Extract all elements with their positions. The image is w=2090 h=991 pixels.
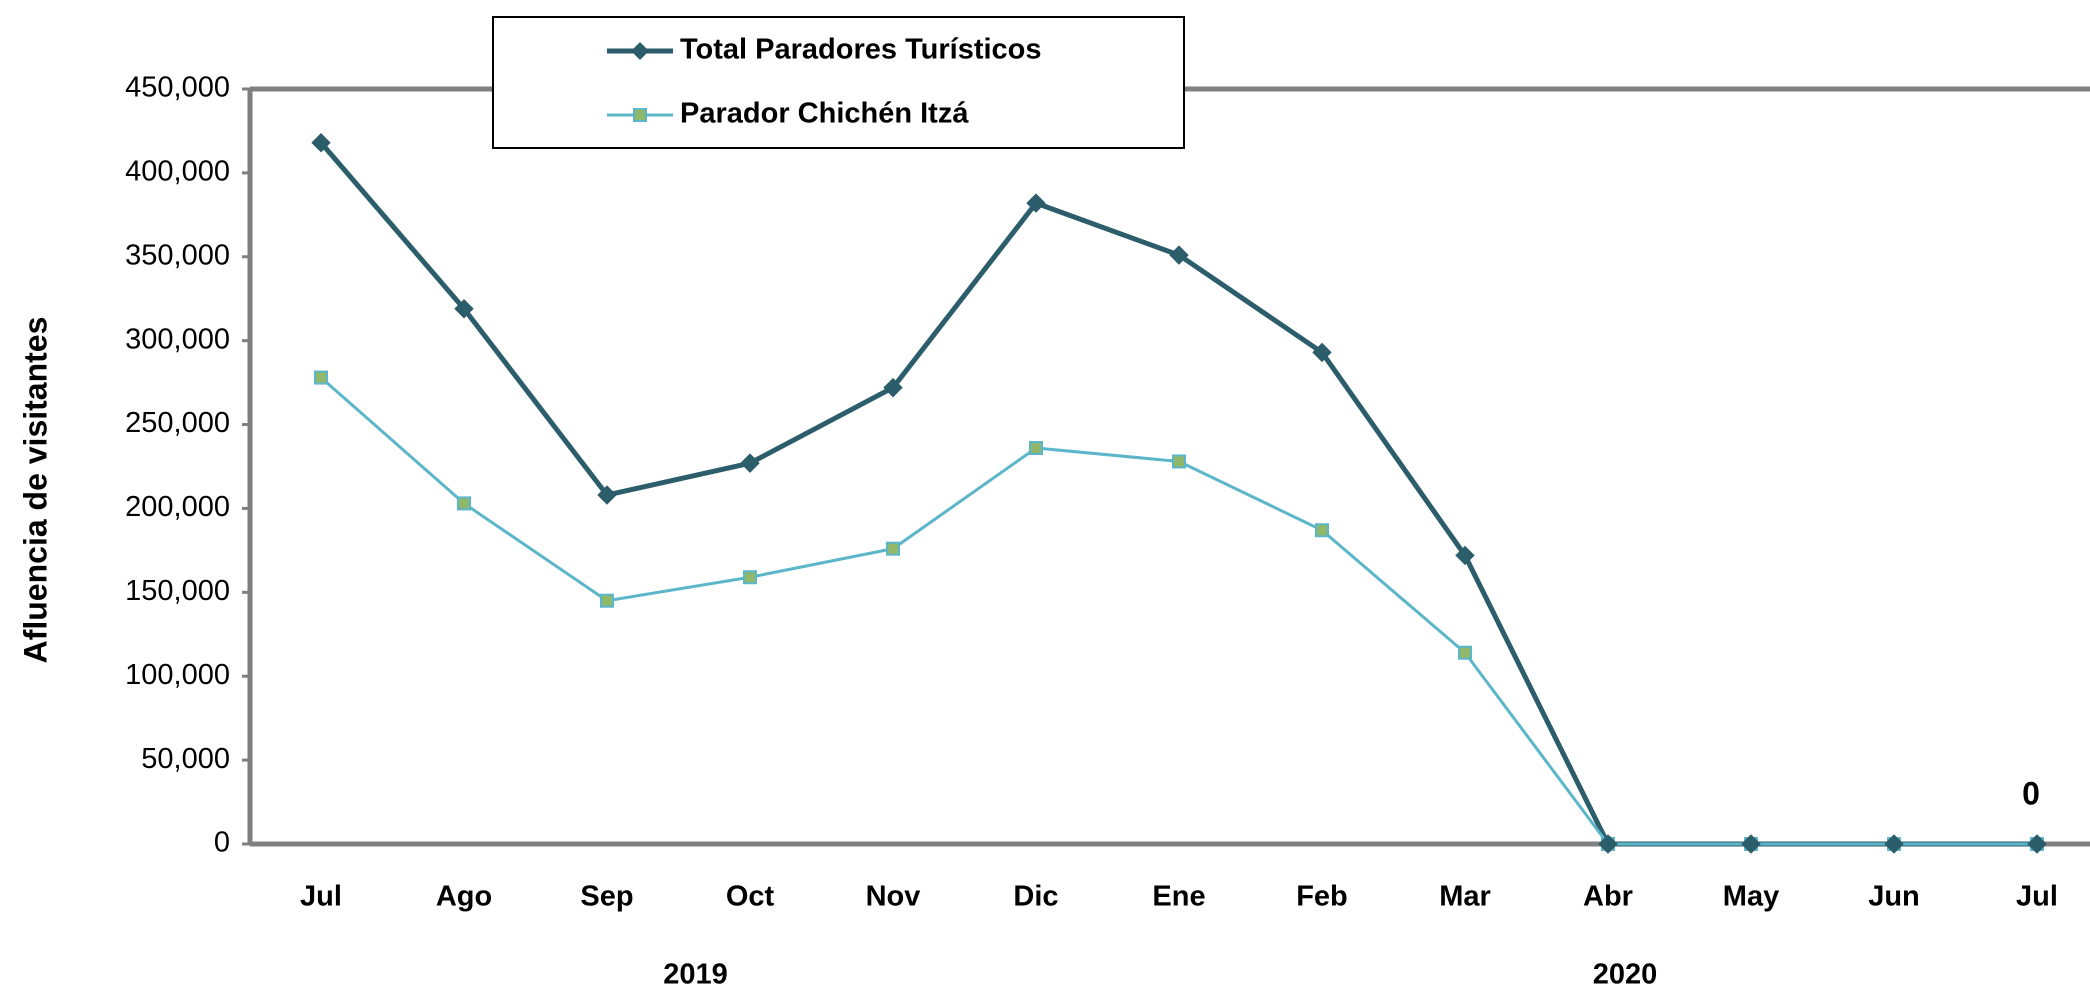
x-group-label: 2019 <box>663 959 728 991</box>
legend-marker <box>631 42 649 60</box>
series-line <box>320 376 2037 846</box>
x-tick-label: Jul <box>2016 881 2058 913</box>
point-marker <box>1169 245 1189 265</box>
point-marker <box>1315 523 1329 538</box>
y-tick-label: 0 <box>214 827 230 859</box>
point-marker <box>600 593 614 608</box>
y-axis-title: Afluencia de visitantes <box>17 317 53 664</box>
legend-label: Parador Chichén Itzá <box>680 98 969 130</box>
point-marker <box>1741 834 1761 854</box>
point-marker <box>886 541 900 556</box>
point-marker <box>1026 193 1046 213</box>
x-tick-label: Oct <box>726 881 775 913</box>
point-marker <box>1172 454 1186 469</box>
legend-box <box>492 16 1185 149</box>
point-marker <box>457 496 471 511</box>
point-marker <box>1312 342 1332 363</box>
x-tick-label: Feb <box>1296 881 1348 913</box>
x-tick-label: Ene <box>1152 881 1205 913</box>
y-tick-label: 150,000 <box>125 575 230 607</box>
point-marker <box>1029 441 1043 456</box>
point-marker <box>1598 834 1618 854</box>
x-tick-label: May <box>1723 881 1779 913</box>
x-tick-label: Sep <box>580 881 633 913</box>
point-marker <box>454 299 474 319</box>
point-marker <box>311 132 331 153</box>
point-marker <box>314 370 328 385</box>
y-tick-label: 100,000 <box>125 659 230 691</box>
point-marker <box>1884 834 1904 854</box>
x-tick-label: Ago <box>436 881 492 913</box>
point-marker <box>883 377 903 398</box>
y-tick-label: 350,000 <box>125 239 230 271</box>
x-tick-label: Jul <box>300 881 342 913</box>
y-tick-label: 250,000 <box>125 407 230 439</box>
point-marker <box>740 453 760 473</box>
point-marker <box>2027 834 2047 854</box>
y-tick-label: 50,000 <box>141 743 230 775</box>
point-marker <box>1458 645 1472 660</box>
x-tick-label: Mar <box>1439 881 1491 913</box>
data-label: 0 <box>2022 775 2040 811</box>
x-tick-label: Nov <box>866 881 921 913</box>
x-tick-label: Dic <box>1013 881 1058 913</box>
y-tick-label: 200,000 <box>125 491 230 523</box>
y-tick-label: 300,000 <box>125 323 230 355</box>
point-marker <box>743 570 757 585</box>
legend-label: Total Paradores Turísticos <box>680 34 1042 66</box>
x-tick-label: Jun <box>1868 881 1920 913</box>
y-tick-label: 400,000 <box>125 156 230 188</box>
legend-marker <box>633 108 647 122</box>
x-tick-label: Abr <box>1583 881 1633 913</box>
y-tick-label: 450,000 <box>125 72 230 104</box>
x-group-label: 2020 <box>1593 959 1658 991</box>
point-marker <box>597 485 617 505</box>
point-marker <box>1455 545 1475 566</box>
